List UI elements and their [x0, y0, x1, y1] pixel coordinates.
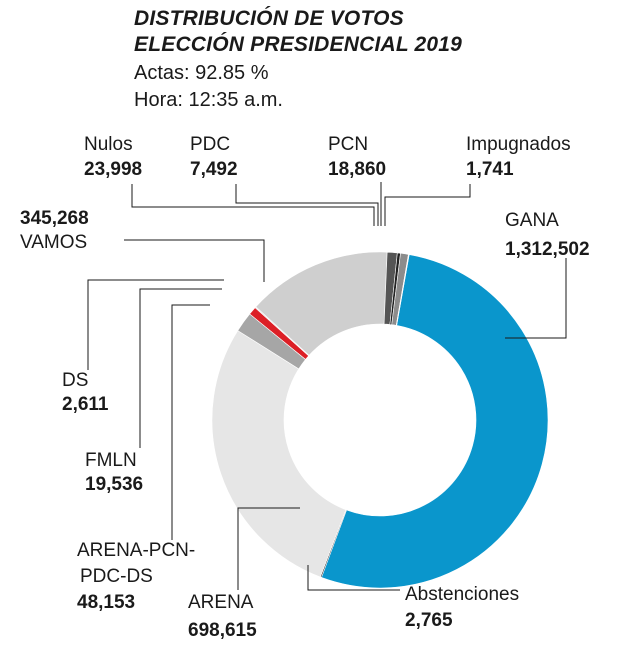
chart-meta: Actas: 92.85 % Hora: 12:35 a.m. — [134, 60, 283, 114]
leader-impugnados — [384, 184, 471, 226]
donut-labels: GANA 1,312,502 Abstenciones 2,765 ARENA 698,6… — [20, 134, 590, 641]
hora-text: Hora: 12:35 a.m. — [134, 89, 283, 111]
label-fmln: FMLN — [85, 450, 137, 471]
label-abstenciones: Abstenciones — [405, 584, 519, 605]
title-line-1: DISTRIBUCIÓN DE VOTOS — [134, 7, 404, 30]
value-pcn: 18,860 — [328, 159, 386, 180]
label-arena: ARENA — [188, 592, 254, 613]
leader-ds — [87, 279, 224, 370]
value-abstenciones: 2,765 — [405, 610, 453, 631]
value-ds: 2,611 — [62, 394, 109, 415]
leader-arena-pcn-pdc-ds — [171, 304, 210, 540]
label-impugnados: Impugnados — [466, 134, 571, 155]
chart-title: DISTRIBUCIÓN DE VOTOS ELECCIÓN PRESIDENC… — [134, 6, 462, 58]
label-arena-pcn-pdc-ds-1: ARENA-PCN- — [77, 540, 195, 561]
leader-fmln — [139, 288, 222, 448]
actas-text: Actas: 92.85 % — [134, 62, 269, 84]
value-arena-pcn-pdc-ds: 48,153 — [77, 592, 135, 613]
donut-slices — [211, 251, 549, 589]
value-fmln: 19,536 — [85, 474, 143, 495]
label-ds: DS — [62, 370, 88, 391]
leader-abstenciones — [307, 565, 400, 591]
leader-vamos — [124, 239, 265, 282]
value-nulos: 23,998 — [84, 159, 142, 180]
value-pdc: 7,492 — [190, 159, 238, 180]
label-vamos: VAMOS — [20, 232, 87, 253]
title-line-2: ELECCIÓN PRESIDENCIAL 2019 — [134, 33, 463, 56]
label-pdc: PDC — [190, 134, 230, 155]
slice-gana — [321, 254, 549, 589]
leader-gana — [505, 258, 567, 339]
value-arena: 698,615 — [188, 620, 257, 641]
value-impugnados: 1,741 — [466, 159, 514, 180]
leader-arena — [237, 507, 300, 590]
label-nulos: Nulos — [84, 134, 133, 155]
label-arena-pcn-pdc-ds-2: PDC-DS — [80, 566, 153, 587]
leader-pdc — [235, 184, 379, 226]
value-vamos: 345,268 — [20, 208, 89, 229]
value-gana: 1,312,502 — [505, 239, 590, 260]
slice-arena — [211, 330, 347, 578]
slice-impugnados — [395, 254, 410, 326]
label-gana: GANA — [505, 210, 559, 231]
label-pcn: PCN — [328, 134, 368, 155]
leader-nulos — [131, 184, 375, 226]
